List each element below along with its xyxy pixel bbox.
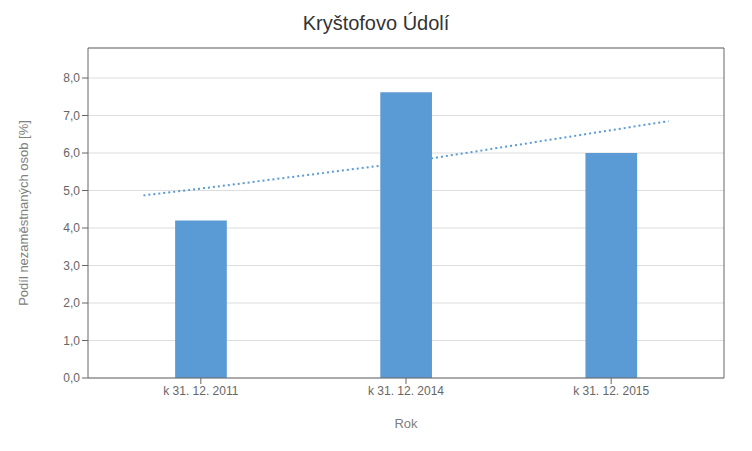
svg-text:Podíl nezaměstnaných osob [%]: Podíl nezaměstnaných osob [%] xyxy=(16,120,31,306)
svg-text:7,0: 7,0 xyxy=(63,109,80,123)
html-text:Kryštofovo Údolí: Kryštofovo Údolí xyxy=(302,12,450,34)
svg-text:4,0: 4,0 xyxy=(63,221,80,235)
svg-text:0,0: 0,0 xyxy=(63,371,80,385)
svg-text:k 31. 12. 2014: k 31. 12. 2014 xyxy=(368,384,444,398)
svg-text:k 31. 12. 2015: k 31. 12. 2015 xyxy=(573,384,649,398)
svg-text:1,0: 1,0 xyxy=(63,334,80,348)
svg-text:k 31. 12. 2011: k 31. 12. 2011 xyxy=(163,384,238,398)
svg-text:2,0: 2,0 xyxy=(63,296,80,310)
svg-text:6,0: 6,0 xyxy=(63,146,80,160)
svg-text:5,0: 5,0 xyxy=(63,184,80,198)
svg-text:8,0: 8,0 xyxy=(63,71,80,85)
svg-text:3,0: 3,0 xyxy=(63,259,80,273)
svg-text:Rok: Rok xyxy=(394,416,418,431)
